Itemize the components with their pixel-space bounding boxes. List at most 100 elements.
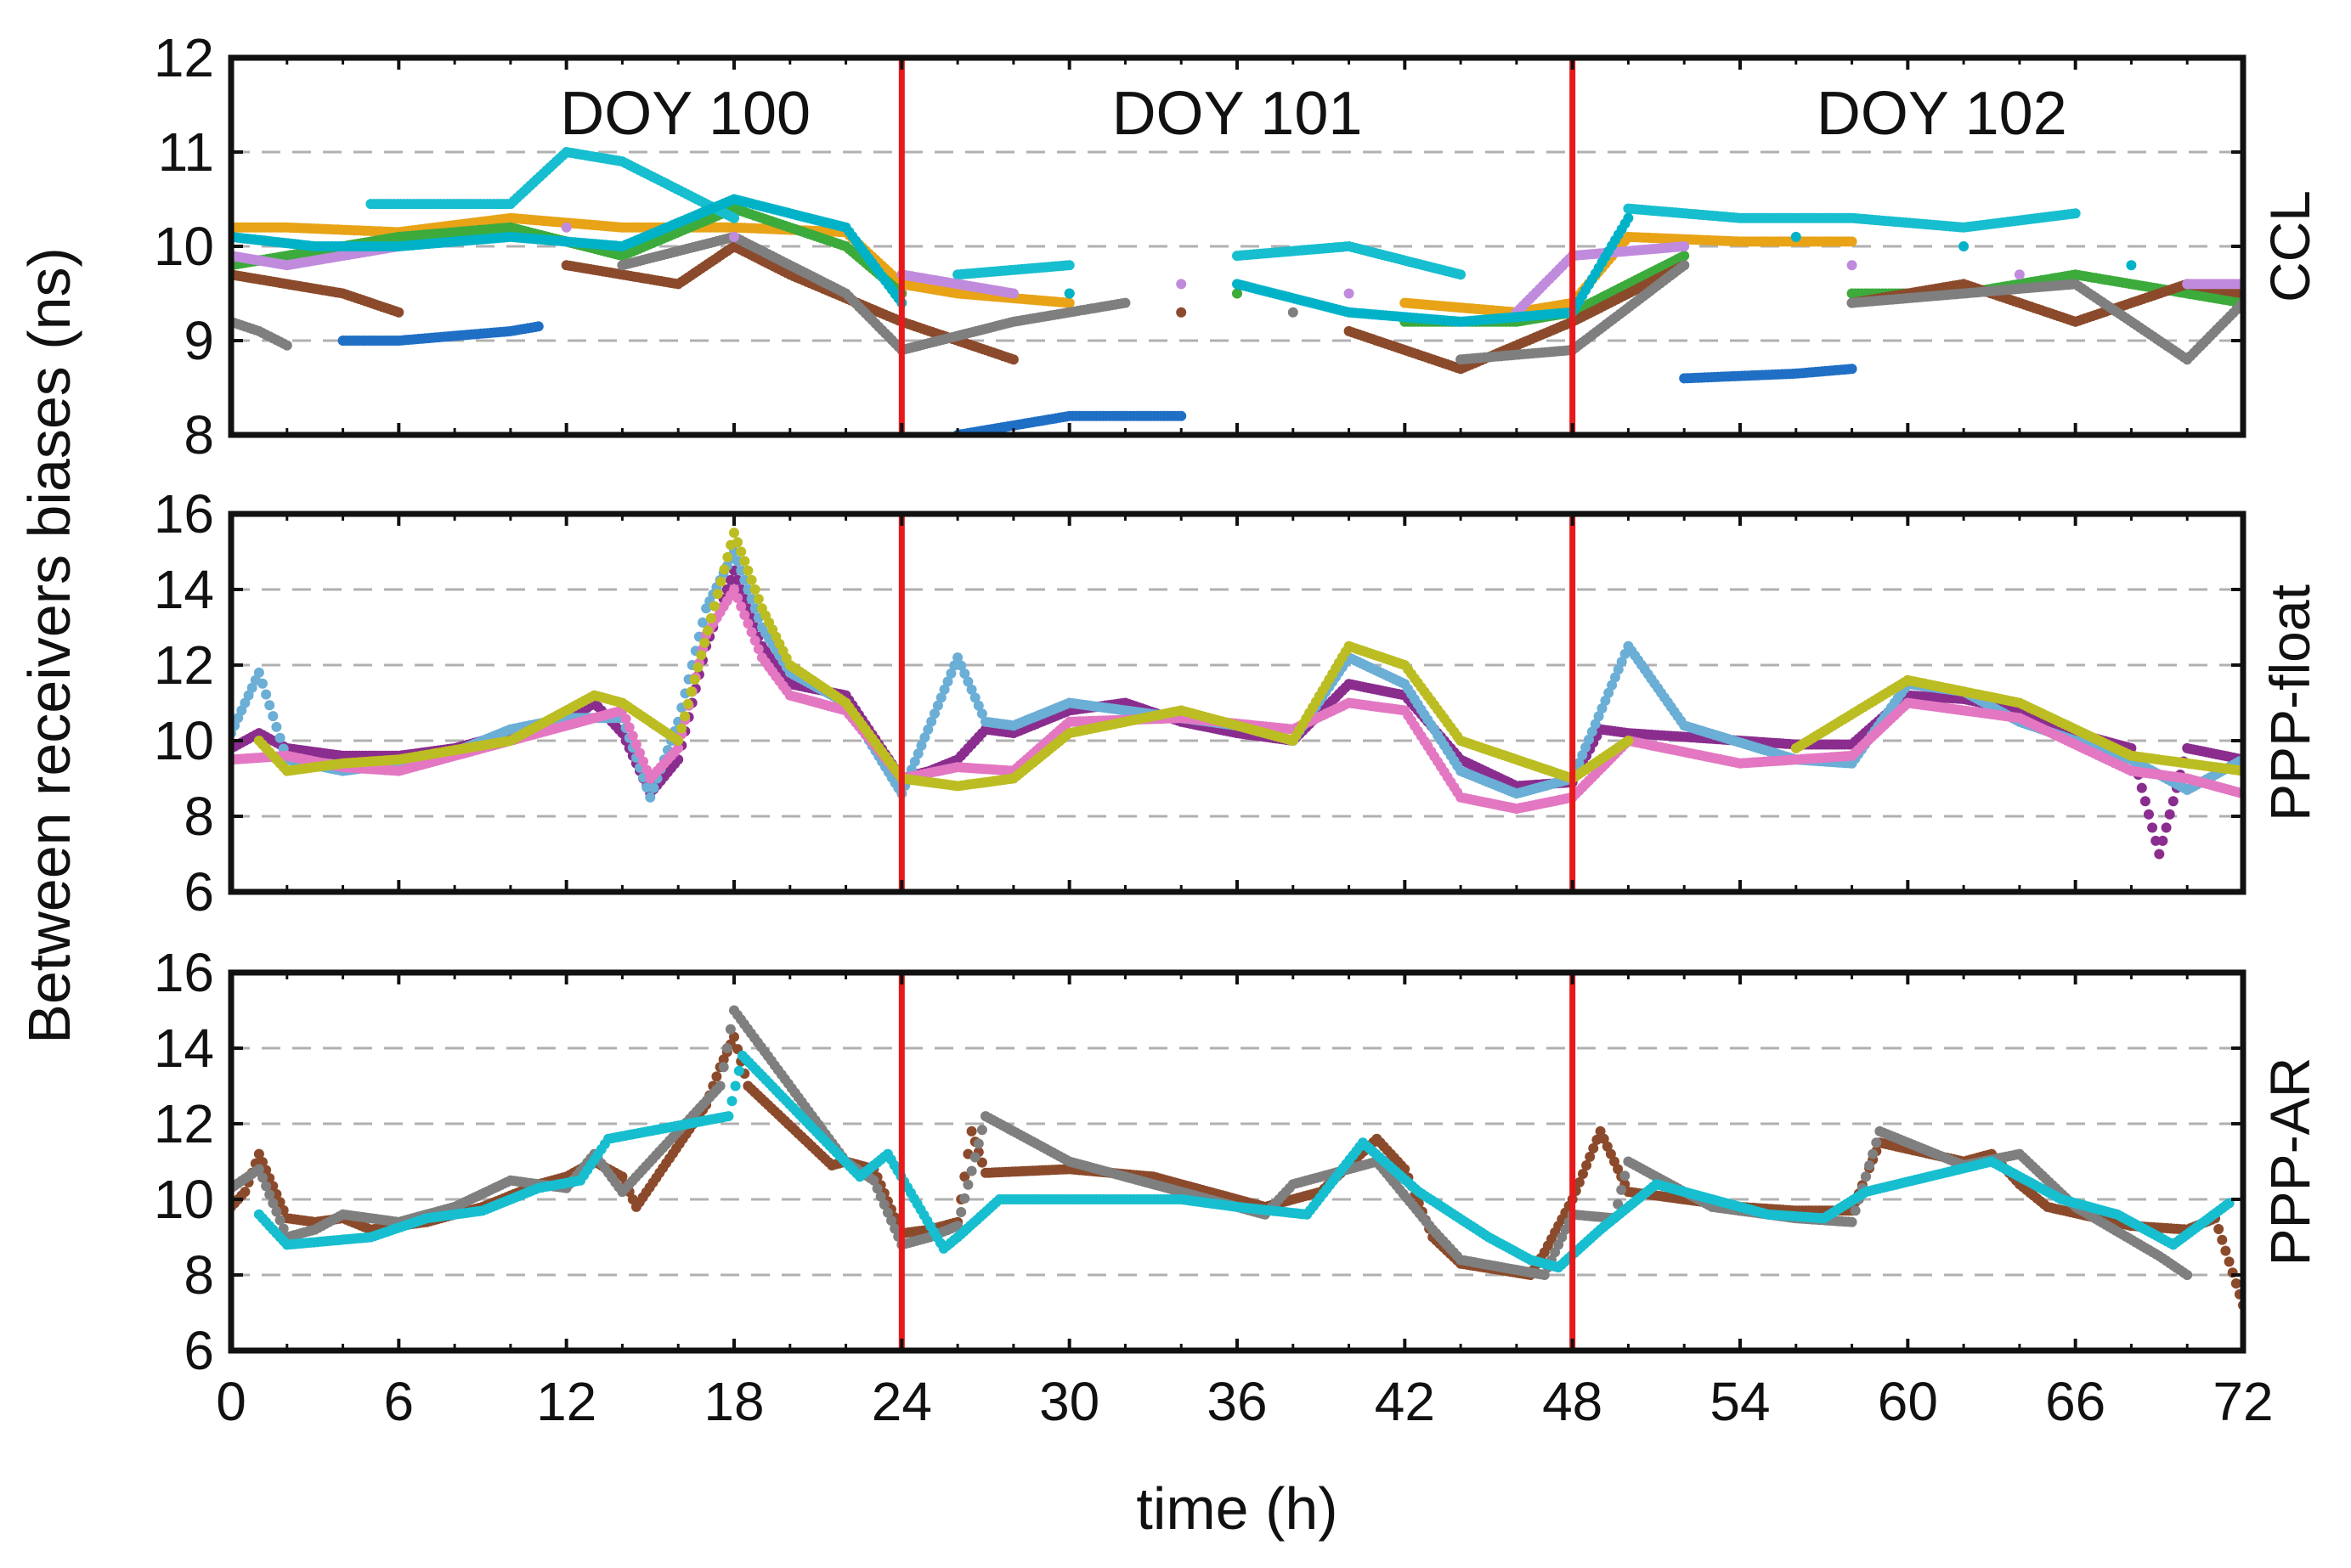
day-label: DOY 100 [560,80,811,148]
data-point [1584,734,1594,745]
data-point [739,574,750,585]
data-point [715,576,726,587]
data-point [2147,822,2158,833]
data-point [743,584,754,595]
data-point [1603,687,1614,698]
data-point [963,676,974,687]
series-4 [231,241,2243,375]
data-point [2136,782,2147,793]
data-point [1590,719,1601,730]
data-point [648,782,659,793]
data-point [736,584,747,595]
data-point [1577,750,1588,760]
data-point [712,589,723,600]
data-point [749,603,760,614]
data-point [2150,835,2162,846]
data-point [696,650,707,661]
data-point [946,668,957,679]
series-6 [365,147,2081,280]
data-point [739,610,750,620]
series-8 [231,194,2137,327]
data-point [393,307,404,318]
data-point [746,594,757,605]
data-point [1846,260,1857,271]
series-group [231,147,2243,435]
data-point [676,723,687,734]
data-point [533,321,544,332]
data-point [686,686,697,697]
data-point [1679,260,1690,271]
data-point [2014,269,2025,280]
data-point [2154,849,2165,860]
data-point [753,644,764,655]
data-point [1679,251,1690,262]
data-point [736,565,747,576]
data-point [635,747,645,759]
data-point [236,705,247,716]
data-point [274,732,285,743]
data-point [1574,758,1585,769]
data-point [1580,742,1591,753]
data-point [620,713,631,725]
data-point [271,721,282,732]
data-point [627,730,638,742]
data-point [732,537,743,548]
data-point [1846,364,1857,375]
data-point [240,697,251,708]
data-point [673,736,684,746]
data-point [2161,822,2172,833]
data-point [969,692,981,703]
data-point [973,700,984,711]
data-point [2144,809,2154,820]
data-point [1597,703,1608,713]
data-point [736,601,747,612]
y-tick-label: 9 [184,310,214,371]
data-point [909,756,920,767]
data-point [1600,695,1611,706]
data-point [743,618,754,629]
data-point [1176,279,1187,290]
data-point [561,222,572,233]
data-point [1064,297,1075,308]
data-point [729,212,739,223]
data-point [753,594,764,605]
data-point [729,231,739,242]
data-point [732,556,743,567]
data-point [746,627,757,638]
data-point [966,684,977,695]
data-point [919,732,930,743]
data-point [673,742,684,753]
data-point [913,748,924,759]
data-point [749,635,760,646]
series-4 [253,527,2243,792]
data-point [1593,711,1604,722]
data-point [253,667,264,678]
y-tick-label: 11 [158,121,214,183]
panel-label: CCL [2258,190,2321,302]
data-point [1176,307,1187,318]
data-point [1176,410,1187,421]
data-point [680,711,690,722]
data-point [682,698,693,709]
data-point [1287,307,1298,318]
data-point [956,660,967,671]
data-point [2139,796,2150,807]
data-point [1008,288,1019,299]
y-tick-label: 8 [184,404,214,465]
day-label: DOY 101 [1112,80,1363,148]
data-point [1790,231,1801,242]
data-point [630,739,641,750]
data-point [257,678,268,689]
series-1 [337,321,1857,435]
data-point [930,708,940,719]
data-point [1623,736,1634,746]
data-point [732,574,743,585]
y-tick-label: 12 [154,27,214,88]
data-point [705,613,716,623]
data-point [2070,208,2081,219]
data-point [1064,288,1075,299]
data-point [703,625,713,636]
data-point [1586,726,1597,737]
